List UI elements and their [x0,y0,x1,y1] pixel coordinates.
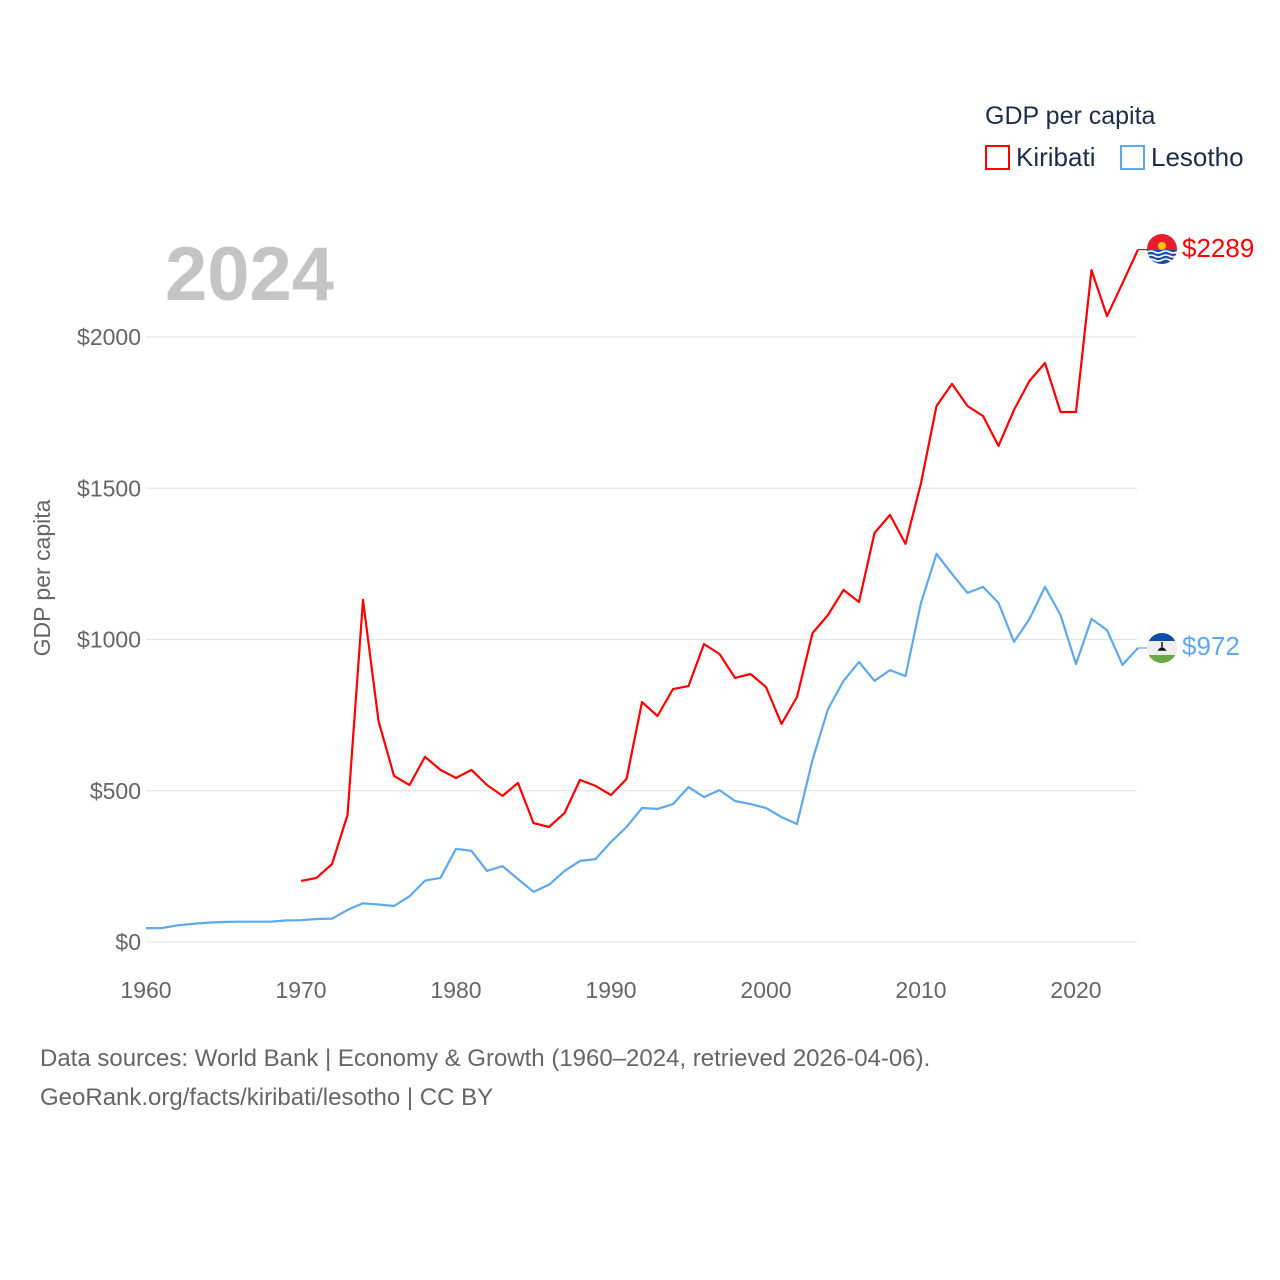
series-line-lesotho [146,552,1139,930]
legend-item-kiribati[interactable]: Kiribati [985,142,1095,172]
legend-label-lesotho: Lesotho [1151,142,1244,172]
series-line-kiribati [300,249,1139,882]
legend-label-kiribati: Kiribati [1016,142,1095,172]
lesotho-end-value: $972 [1182,631,1240,661]
y-tick-label: $1500 [77,475,141,501]
kiribati-end-value: $2289 [1182,233,1254,263]
y-tick-label: $0 [115,929,141,955]
current-year-label: 2024 [165,232,334,317]
footer-sources: Data sources: World Bank | Economy & Gro… [40,1045,931,1072]
y-axis-ticks: $0 $500 $1000 $1500 $2000 [77,324,141,955]
legend-swatch-lesotho [1120,145,1145,170]
legend-title: GDP per capita [985,102,1156,130]
x-tick-label: 1970 [275,977,326,1003]
x-tick-label: 2000 [740,977,791,1003]
y-tick-label: $2000 [77,324,141,350]
kiribati-flag-icon [1147,234,1177,264]
y-tick-label: $500 [90,778,141,804]
x-tick-label: 1990 [585,977,636,1003]
x-tick-label: 1960 [120,977,171,1003]
y-axis-label: GDP per capita [29,499,55,656]
x-axis-ticks: 1960 1970 1980 1990 2000 2010 2020 [120,977,1101,1003]
series-lines [146,248,1148,930]
x-tick-label: 2020 [1050,977,1101,1003]
footer-attribution[interactable]: GeoRank.org/facts/kiribati/lesotho | CC … [40,1084,494,1111]
legend: GDP per capita Kiribati Lesotho [985,102,1244,172]
x-tick-label: 1980 [430,977,481,1003]
grid-lines [146,336,1137,943]
legend-item-lesotho[interactable]: Lesotho [1120,142,1244,172]
x-tick-label: 2010 [895,977,946,1003]
y-tick-label: $1000 [77,627,141,653]
lesotho-flag-icon [1147,633,1177,663]
legend-swatch-kiribati [985,145,1010,170]
